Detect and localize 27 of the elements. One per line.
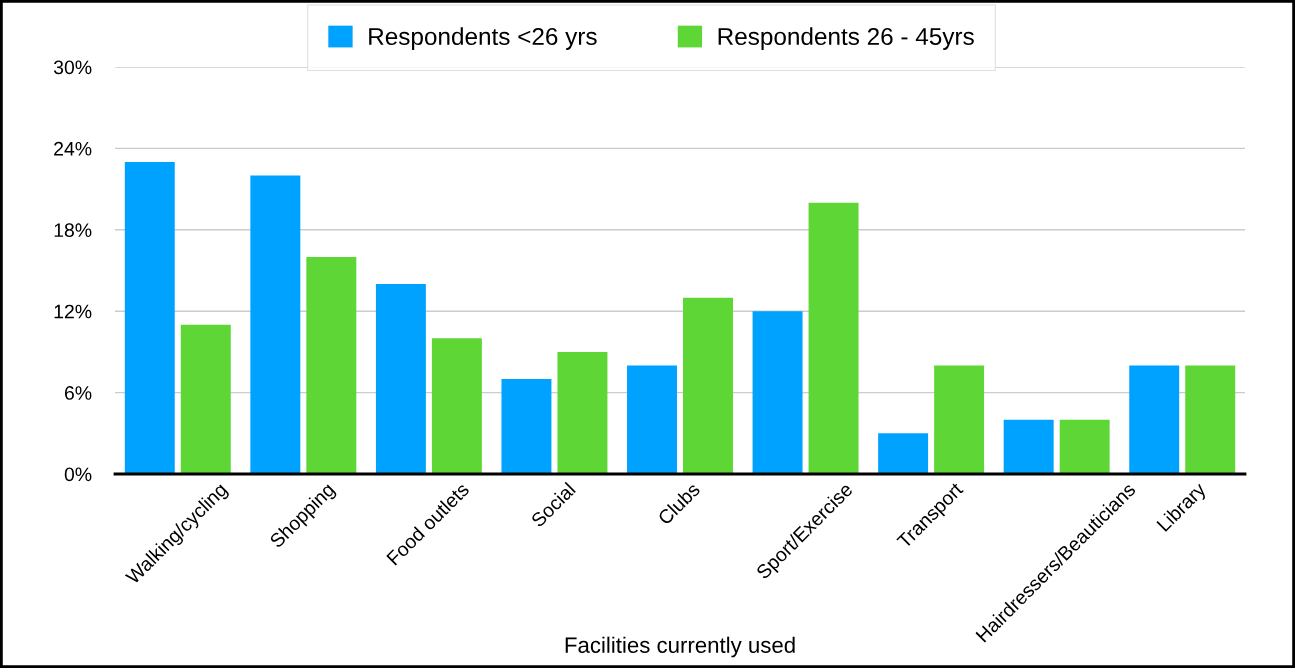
y-tick-label: 6% — [64, 386, 92, 400]
legend-label: Respondents 26 - 45yrs — [718, 27, 974, 50]
x-axis-title: Facilities currently used — [565, 636, 795, 658]
bar — [375, 284, 426, 474]
bar — [1129, 365, 1180, 474]
bar — [180, 324, 231, 474]
bar — [934, 365, 985, 474]
bar — [1059, 419, 1110, 474]
bar — [250, 175, 301, 474]
bar — [627, 365, 677, 474]
bar — [431, 338, 482, 474]
bar — [1003, 419, 1054, 474]
bar — [808, 202, 859, 474]
bar — [306, 256, 357, 474]
y-tick-label: 30% — [53, 60, 92, 75]
y-tick-label: 0% — [64, 467, 92, 482]
bar — [752, 311, 803, 474]
bar — [124, 161, 175, 474]
bar — [1185, 365, 1236, 474]
bar — [878, 433, 929, 474]
bar — [501, 379, 552, 474]
y-tick-label: 18% — [54, 223, 92, 238]
legend-label: Respondents <26 yrs — [369, 27, 597, 50]
bar — [683, 297, 733, 474]
y-tick-label: 24% — [54, 141, 92, 156]
y-tick-label: 12% — [54, 304, 92, 319]
bar — [557, 351, 608, 474]
